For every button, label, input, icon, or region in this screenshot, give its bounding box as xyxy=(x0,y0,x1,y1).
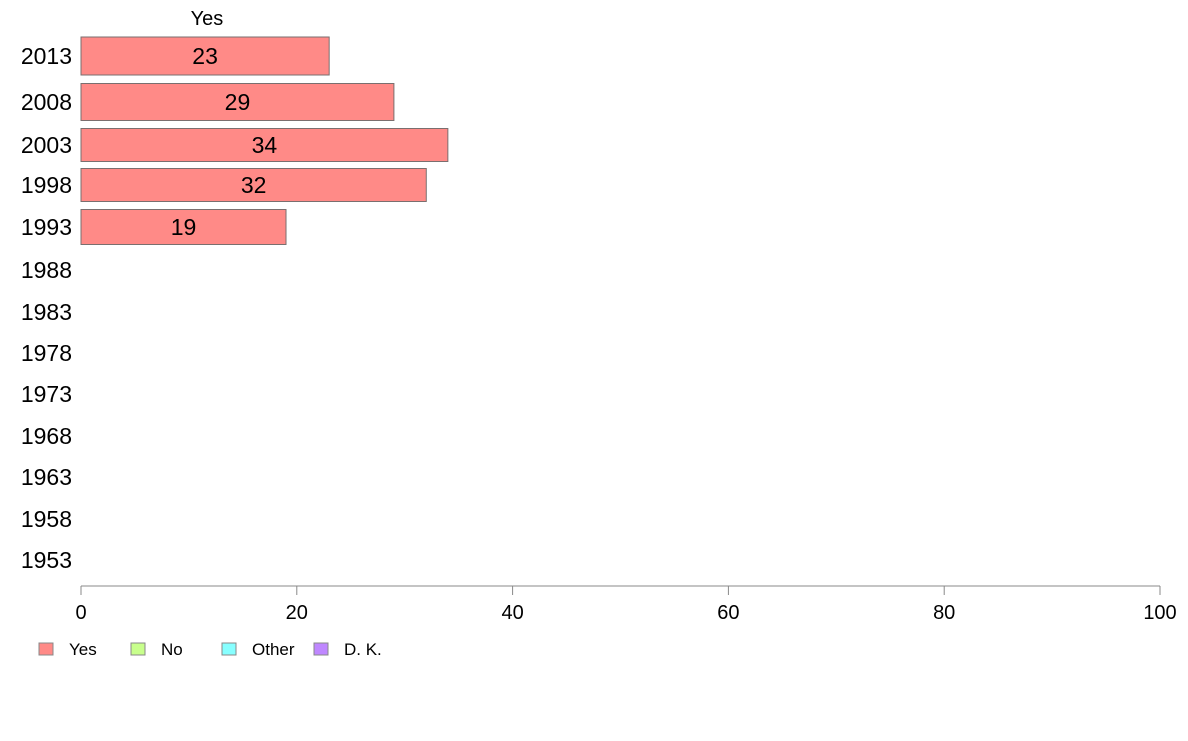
category-label-1963: 1963 xyxy=(21,464,72,490)
category-label-1973: 1973 xyxy=(21,381,72,407)
legend-swatch-Other xyxy=(221,642,237,656)
x-tick-label-20: 20 xyxy=(286,602,308,624)
category-label-1988: 1988 xyxy=(21,257,72,283)
legend-label-Other: Other xyxy=(252,640,295,659)
category-label-1968: 1968 xyxy=(21,423,72,449)
bar-1993 xyxy=(80,209,287,245)
bar-value-label-1993: 19 xyxy=(171,214,197,240)
category-label-1958: 1958 xyxy=(21,506,72,532)
x-tick-label-60: 60 xyxy=(717,602,739,624)
bar-2003 xyxy=(80,128,449,162)
legend-swatch-D. K. xyxy=(313,642,329,656)
x-tick-label-0: 0 xyxy=(75,602,86,624)
x-tick-label-80: 80 xyxy=(933,602,955,624)
legend-swatch-Yes xyxy=(38,642,54,656)
bar-value-label-1998: 32 xyxy=(241,172,267,198)
category-labels: 2013 2008 2003 1998 1993 1988 1983 1978 1973 1968… xyxy=(21,43,72,573)
legend-label-No: No xyxy=(161,640,183,659)
category-label-1953: 1953 xyxy=(21,547,72,573)
bar-1998 xyxy=(80,168,427,202)
category-label-1998: 1998 xyxy=(21,172,72,198)
category-label-1993: 1993 xyxy=(21,214,72,240)
legend-label-D. K.: D. K. xyxy=(344,640,382,659)
x-axis: 0 20 40 60 80 100 xyxy=(75,585,1177,624)
legend-label-Yes: Yes xyxy=(69,640,97,659)
category-label-2003: 2003 xyxy=(21,132,72,158)
bar-2008 xyxy=(80,83,395,121)
legend-swatch-No xyxy=(130,642,146,656)
category-label-2008: 2008 xyxy=(21,89,72,115)
x-tick-label-100: 100 xyxy=(1143,602,1176,624)
x-tick-label-40: 40 xyxy=(501,602,523,624)
bar-value-label-2008: 29 xyxy=(225,89,251,115)
category-label-2013: 2013 xyxy=(21,43,72,69)
bar-2013 xyxy=(80,36,330,76)
category-label-1983: 1983 xyxy=(21,299,72,325)
bar-value-label-2013: 23 xyxy=(192,43,218,69)
legend: Yes No Other D. K. xyxy=(38,640,382,659)
bar-value-label-2003: 34 xyxy=(252,132,278,158)
category-label-1978: 1978 xyxy=(21,340,72,366)
column-label: Yes xyxy=(191,8,224,30)
